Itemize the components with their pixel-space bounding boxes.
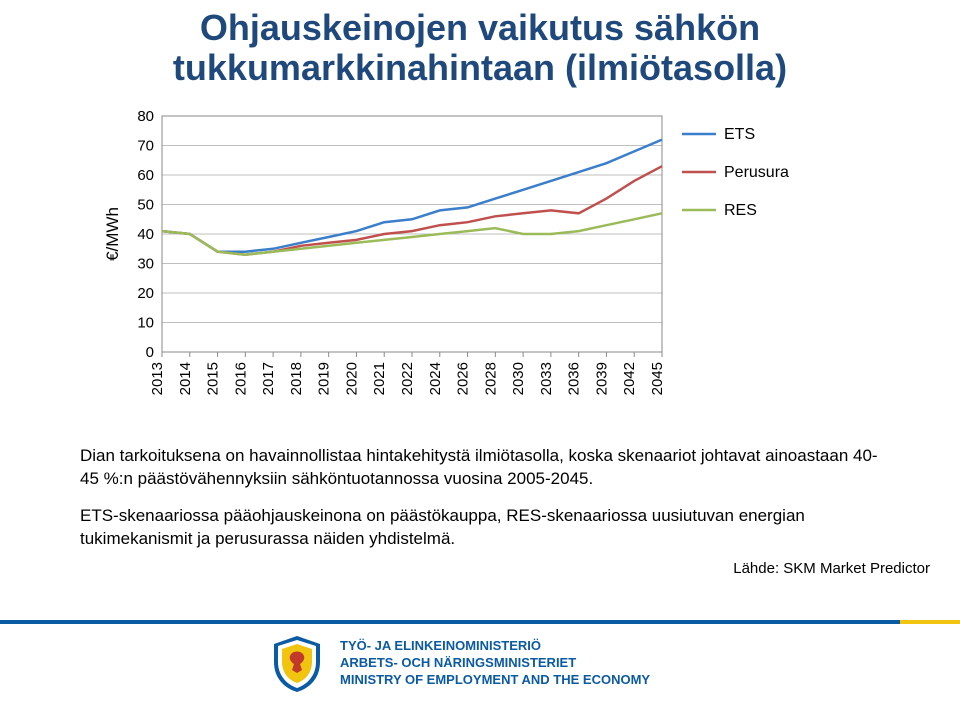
svg-text:2022: 2022 <box>399 362 416 395</box>
svg-text:2013: 2013 <box>149 362 166 395</box>
footer: TYÖ- JA ELINKEINOMINISTERIÖ ARBETS- OCH … <box>0 620 960 710</box>
svg-text:70: 70 <box>137 138 154 155</box>
footer-rule-blue <box>0 620 900 624</box>
svg-text:2020: 2020 <box>343 362 360 395</box>
svg-text:50: 50 <box>137 197 154 214</box>
svg-text:2028: 2028 <box>482 362 499 395</box>
body-p2: ETS-skenaariossa pääohjauskeinona on pää… <box>80 505 880 551</box>
footer-rule <box>0 620 960 624</box>
svg-text:60: 60 <box>137 167 154 184</box>
svg-text:2042: 2042 <box>621 362 638 395</box>
chart-svg: 0102030405060708020132014201520162017201… <box>100 110 820 420</box>
ministry-l1: TYÖ- JA ELINKEINOMINISTERIÖ <box>340 638 650 655</box>
svg-text:2030: 2030 <box>510 362 527 395</box>
svg-text:2033: 2033 <box>538 362 555 395</box>
svg-text:2036: 2036 <box>566 362 583 395</box>
svg-text:40: 40 <box>137 226 154 243</box>
ministry-l2: ARBETS- OCH NÄRINGSMINISTERIET <box>340 655 650 672</box>
title-line2: tukkumarkkinahintaan (ilmiötasolla) <box>0 48 960 88</box>
svg-text:80: 80 <box>137 110 154 125</box>
svg-text:30: 30 <box>137 256 154 273</box>
svg-text:2017: 2017 <box>260 362 277 395</box>
ministry-name: TYÖ- JA ELINKEINOMINISTERIÖ ARBETS- OCH … <box>340 638 650 689</box>
source-label: Lähde: SKM Market Predictor <box>733 560 930 577</box>
ministry-l3: MINISTRY OF EMPLOYMENT AND THE ECONOMY <box>340 672 650 689</box>
svg-text:2026: 2026 <box>455 362 472 395</box>
slide-title: Ohjauskeinojen vaikutus sähkön tukkumark… <box>0 0 960 87</box>
svg-text:2021: 2021 <box>371 362 388 395</box>
svg-text:2014: 2014 <box>177 362 194 395</box>
crest-icon <box>270 634 324 694</box>
body-text: Dian tarkoituksena on havainnollistaa hi… <box>80 445 880 565</box>
svg-text:10: 10 <box>137 315 154 332</box>
svg-text:0: 0 <box>146 344 154 361</box>
svg-text:2039: 2039 <box>593 362 610 395</box>
svg-text:€/MWh: €/MWh <box>103 207 122 261</box>
svg-text:2016: 2016 <box>232 362 249 395</box>
slide-root: Ohjauskeinojen vaikutus sähkön tukkumark… <box>0 0 960 710</box>
svg-text:2018: 2018 <box>288 362 305 395</box>
svg-text:2024: 2024 <box>427 362 444 395</box>
svg-text:2045: 2045 <box>649 362 666 395</box>
price-chart: 0102030405060708020132014201520162017201… <box>100 110 820 420</box>
body-p1: Dian tarkoituksena on havainnollistaa hi… <box>80 445 880 491</box>
svg-text:RES: RES <box>724 202 757 219</box>
svg-text:2019: 2019 <box>316 362 333 395</box>
svg-text:ETS: ETS <box>724 126 755 143</box>
title-line1: Ohjauskeinojen vaikutus sähkön <box>0 8 960 48</box>
svg-text:Perusura: Perusura <box>724 164 789 181</box>
footer-rule-yellow <box>900 620 960 624</box>
svg-text:20: 20 <box>137 285 154 302</box>
svg-text:2015: 2015 <box>205 362 222 395</box>
